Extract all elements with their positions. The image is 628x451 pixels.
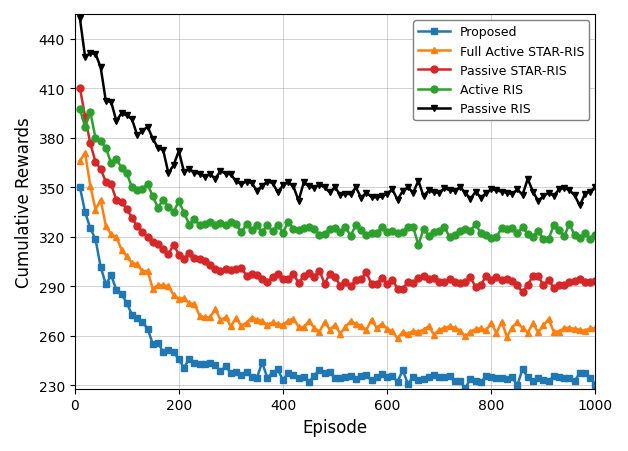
Passive RIS <box>566 188 573 193</box>
Passive RIS <box>175 149 183 154</box>
Line: Proposed: Proposed <box>77 184 599 392</box>
Full Active STAR-RIS <box>389 329 396 335</box>
Active RIS <box>175 199 183 205</box>
Full Active STAR-RIS <box>76 159 84 164</box>
Proposed <box>196 362 203 367</box>
Line: Passive STAR-RIS: Passive STAR-RIS <box>77 85 599 296</box>
Active RIS <box>76 107 84 112</box>
Passive RIS <box>592 185 599 190</box>
Full Active STAR-RIS <box>347 319 354 324</box>
X-axis label: Episode: Episode <box>303 418 367 436</box>
Proposed <box>76 185 84 190</box>
Active RIS <box>383 230 391 235</box>
Full Active STAR-RIS <box>201 315 208 320</box>
Passive RIS <box>342 191 349 197</box>
Proposed <box>342 375 349 380</box>
Proposed <box>592 382 599 387</box>
Proposed <box>383 375 391 380</box>
Full Active STAR-RIS <box>576 327 583 332</box>
Line: Passive RIS: Passive RIS <box>77 15 599 210</box>
Passive STAR-RIS <box>342 279 349 285</box>
Passive STAR-RIS <box>571 279 578 285</box>
Line: Active RIS: Active RIS <box>77 106 599 249</box>
Passive RIS <box>76 16 84 22</box>
Full Active STAR-RIS <box>560 326 568 331</box>
Proposed <box>462 386 469 391</box>
Line: Full Active STAR-RIS: Full Active STAR-RIS <box>77 150 599 342</box>
Passive RIS <box>383 192 391 197</box>
Active RIS <box>571 233 578 239</box>
Full Active STAR-RIS <box>180 296 188 301</box>
Full Active STAR-RIS <box>394 336 401 341</box>
Passive STAR-RIS <box>555 283 563 288</box>
Passive STAR-RIS <box>592 279 599 285</box>
Passive RIS <box>550 193 558 199</box>
Active RIS <box>555 228 563 233</box>
Active RIS <box>196 223 203 229</box>
Active RIS <box>414 243 422 248</box>
Passive STAR-RIS <box>383 281 391 287</box>
Active RIS <box>342 225 349 230</box>
Full Active STAR-RIS <box>81 151 89 156</box>
Passive STAR-RIS <box>175 252 183 258</box>
Passive RIS <box>576 203 583 209</box>
Active RIS <box>592 233 599 239</box>
Y-axis label: Cumulative Rewards: Cumulative Rewards <box>15 117 33 287</box>
Passive STAR-RIS <box>519 290 526 295</box>
Proposed <box>571 378 578 384</box>
Passive RIS <box>196 172 203 177</box>
Proposed <box>175 357 183 363</box>
Legend: Proposed, Full Active STAR-RIS, Passive STAR-RIS, Active RIS, Passive RIS: Proposed, Full Active STAR-RIS, Passive … <box>413 21 589 121</box>
Full Active STAR-RIS <box>592 326 599 331</box>
Passive STAR-RIS <box>196 257 203 262</box>
Passive STAR-RIS <box>76 86 84 91</box>
Proposed <box>555 374 563 380</box>
